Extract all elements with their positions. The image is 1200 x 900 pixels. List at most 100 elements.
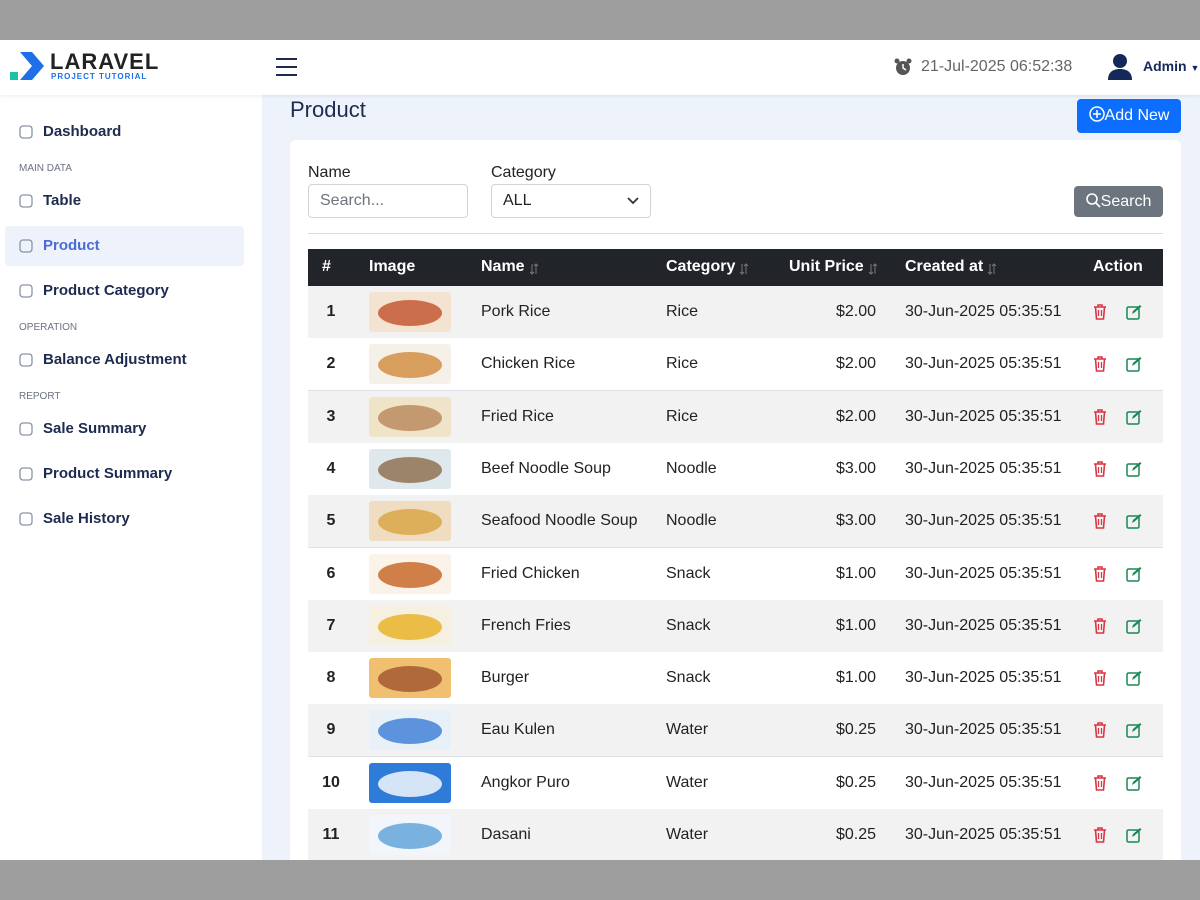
column-header: # bbox=[322, 258, 331, 275]
nav-icon-glyph bbox=[19, 194, 33, 208]
nav-item[interactable]: Dashboard bbox=[43, 123, 122, 140]
table-header: # Image Name Category Unit Price Created at Ac… bbox=[308, 249, 1163, 286]
plus-icon bbox=[1088, 106, 1105, 122]
nav-item[interactable]: Balance Adjustment bbox=[43, 351, 187, 368]
column-header[interactable]: Name bbox=[481, 258, 525, 275]
sort-icon bbox=[529, 262, 539, 275]
nav-heading: REPORT bbox=[19, 391, 61, 402]
edit-button-glyph bbox=[1126, 828, 1142, 843]
sort-icon-glyph bbox=[987, 263, 997, 275]
clock-icon bbox=[894, 58, 912, 75]
nav-icon bbox=[19, 422, 33, 436]
delete-button[interactable] bbox=[1093, 513, 1107, 529]
nav-icon bbox=[19, 353, 33, 367]
edit-button-glyph bbox=[1126, 723, 1142, 739]
page-title: Product bbox=[290, 97, 366, 122]
sort-icon-glyph bbox=[868, 263, 878, 275]
nav-item[interactable]: Product Summary bbox=[43, 465, 173, 482]
column-header[interactable]: Category bbox=[666, 258, 736, 275]
delete-button-glyph bbox=[1094, 408, 1106, 425]
name-label: Name bbox=[308, 164, 351, 181]
delete-button[interactable] bbox=[1093, 617, 1107, 634]
nav-icon bbox=[19, 239, 33, 253]
sort-icon bbox=[868, 262, 878, 275]
edit-button[interactable] bbox=[1126, 827, 1142, 843]
nav-icon bbox=[19, 194, 33, 208]
delete-button-glyph bbox=[1094, 722, 1106, 739]
nav-heading: MAIN DATA bbox=[19, 163, 72, 174]
delete-button[interactable] bbox=[1093, 461, 1107, 477]
nav-active-bg bbox=[5, 226, 244, 266]
nav-icon bbox=[19, 284, 33, 298]
category-value: ALL bbox=[503, 192, 532, 209]
nav-icon-glyph bbox=[19, 239, 33, 253]
delete-button[interactable] bbox=[1093, 827, 1107, 843]
delete-button-glyph bbox=[1094, 461, 1106, 477]
name-input[interactable]: Search... bbox=[308, 184, 468, 218]
nav-item[interactable]: Product Category bbox=[43, 282, 169, 299]
menu-toggle[interactable] bbox=[276, 57, 298, 77]
logo-title: LARAVEL bbox=[50, 49, 160, 74]
column-header[interactable]: Unit Price bbox=[789, 258, 864, 275]
column-header[interactable]: Created at bbox=[905, 258, 984, 275]
delete-button-glyph bbox=[1094, 827, 1106, 843]
nav-item[interactable]: Sale History bbox=[43, 510, 130, 527]
delete-button[interactable] bbox=[1093, 408, 1107, 425]
divider bbox=[308, 233, 1163, 234]
edit-button[interactable] bbox=[1126, 670, 1142, 686]
edit-button-glyph bbox=[1126, 514, 1142, 529]
nav-heading: OPERATION bbox=[19, 322, 78, 333]
edit-button-glyph bbox=[1126, 409, 1142, 425]
edit-button-glyph bbox=[1126, 357, 1142, 373]
nav-item[interactable]: Table bbox=[43, 192, 82, 209]
nav-icon-glyph bbox=[19, 422, 33, 436]
edit-button[interactable] bbox=[1126, 618, 1142, 634]
delete-button-glyph bbox=[1094, 513, 1106, 529]
delete-button-glyph bbox=[1094, 304, 1106, 320]
nav-item[interactable]: Sale Summary bbox=[43, 420, 147, 437]
edit-button[interactable] bbox=[1126, 722, 1142, 739]
nav-item[interactable]: Product bbox=[43, 237, 100, 254]
edit-button-glyph bbox=[1126, 671, 1142, 686]
delete-button-glyph bbox=[1094, 774, 1106, 791]
column-header: Action bbox=[1093, 258, 1143, 275]
edit-button-glyph bbox=[1126, 461, 1142, 477]
delete-button[interactable] bbox=[1093, 670, 1107, 686]
delete-button[interactable] bbox=[1093, 565, 1107, 582]
name-placeholder: Search... bbox=[320, 192, 385, 209]
delete-button[interactable] bbox=[1093, 304, 1107, 320]
nav-icon-glyph bbox=[19, 125, 33, 139]
edit-button[interactable] bbox=[1126, 775, 1142, 791]
logo-subtitle: PROJECT TUTORIAL bbox=[51, 72, 148, 81]
edit-button[interactable] bbox=[1126, 461, 1142, 477]
edit-button[interactable] bbox=[1126, 513, 1142, 529]
nav-icon bbox=[19, 467, 33, 481]
category-label: Category bbox=[491, 164, 556, 181]
nav-icon bbox=[19, 512, 33, 526]
edit-button[interactable] bbox=[1126, 409, 1142, 425]
search-button[interactable]: Search bbox=[1074, 186, 1163, 217]
edit-button[interactable] bbox=[1126, 304, 1142, 320]
sort-icon-glyph bbox=[740, 263, 749, 275]
category-select[interactable]: ALL bbox=[491, 184, 651, 218]
edit-button[interactable] bbox=[1126, 356, 1142, 373]
delete-button-glyph bbox=[1094, 617, 1106, 634]
user-menu[interactable]: Admin ▼ bbox=[1143, 58, 1200, 74]
nav-icon-glyph bbox=[19, 353, 33, 367]
header: LARAVEL PROJECT TUTORIAL 21-Jul-2025 06:… bbox=[0, 40, 1200, 95]
edit-button[interactable] bbox=[1126, 566, 1142, 582]
sidebar: Dashboard MAIN DATA Table Product Product Ca… bbox=[0, 95, 262, 860]
sort-icon-glyph bbox=[529, 263, 538, 275]
add-new-label: Add New bbox=[1104, 107, 1170, 124]
nav-icon bbox=[19, 125, 33, 139]
select-caret bbox=[627, 197, 639, 205]
add-new-button[interactable]: Add New bbox=[1077, 99, 1181, 133]
delete-button-glyph bbox=[1094, 670, 1106, 686]
delete-button-glyph bbox=[1094, 565, 1106, 582]
delete-button[interactable] bbox=[1093, 774, 1107, 791]
nav-icon-glyph bbox=[19, 467, 33, 481]
search-icon bbox=[1085, 193, 1101, 208]
delete-button[interactable] bbox=[1093, 722, 1107, 739]
delete-button[interactable] bbox=[1093, 356, 1107, 373]
